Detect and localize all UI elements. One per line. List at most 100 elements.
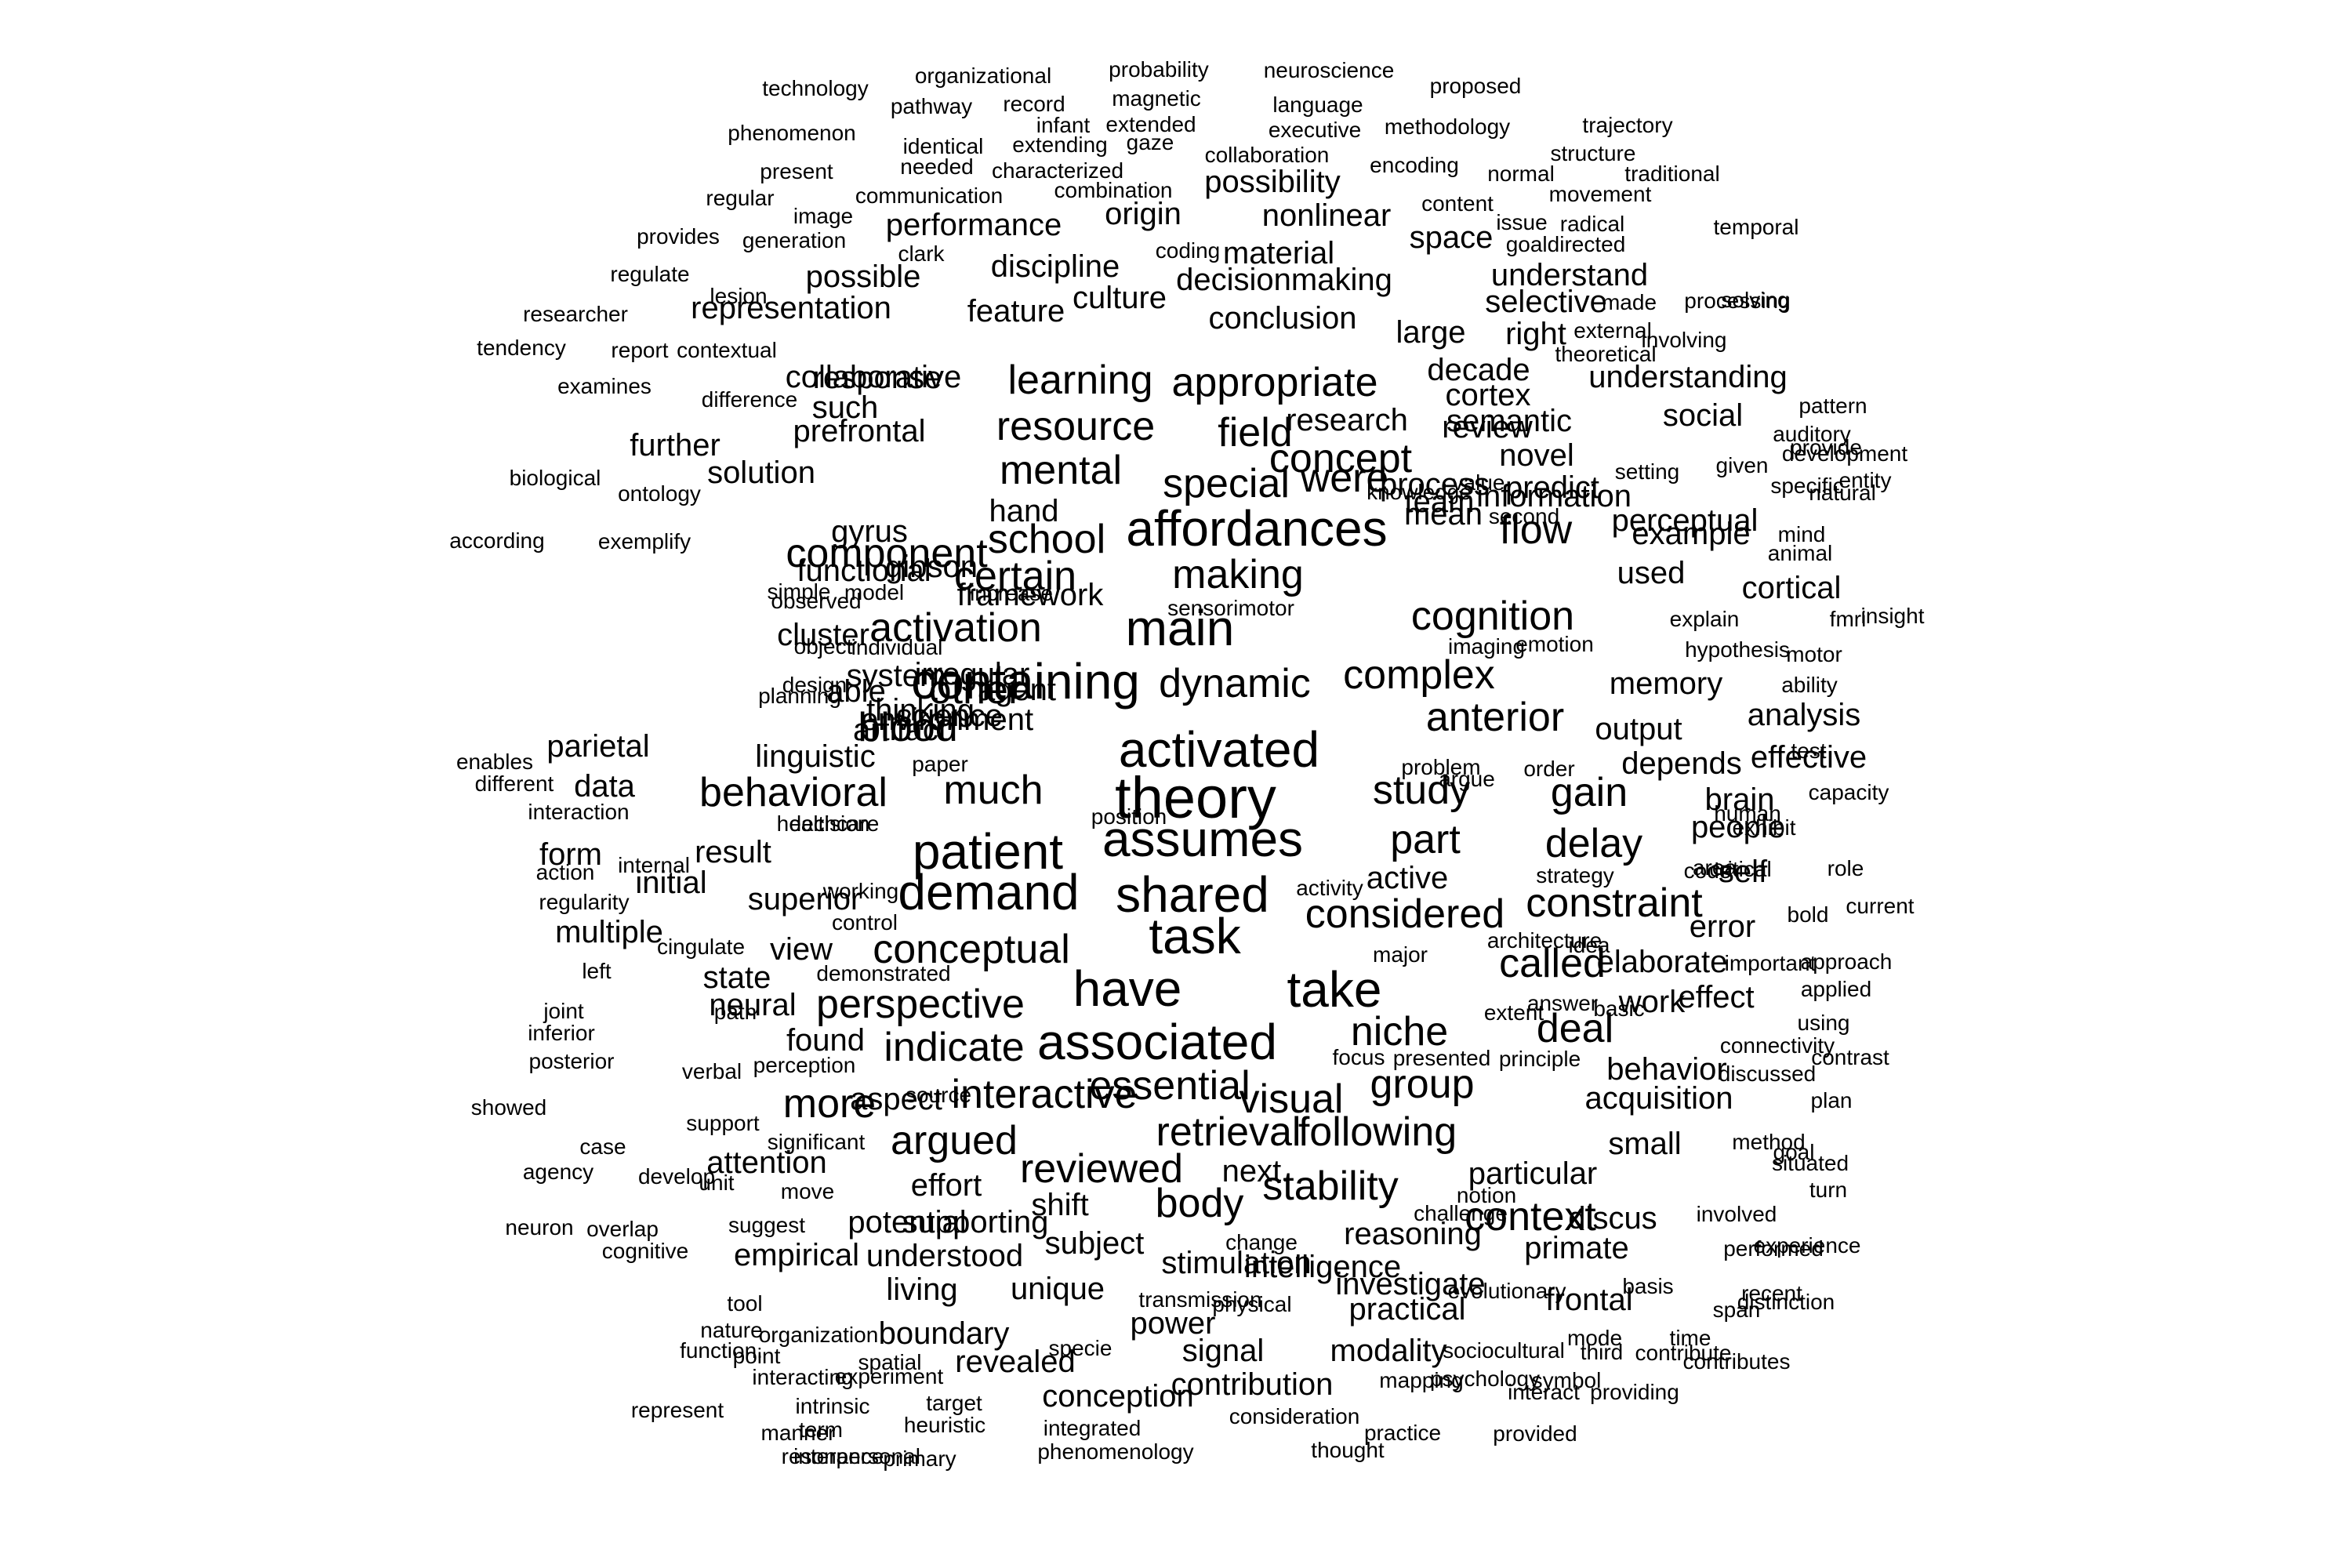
cloud-word-demonstrated: demonstrated: [816, 961, 951, 985]
cloud-word-tool: tool: [727, 1291, 763, 1316]
cloud-word-component: component: [786, 531, 988, 576]
cloud-word-idea: idea: [1568, 933, 1610, 957]
cloud-word-strategy: strategy: [1536, 863, 1614, 887]
cloud-word-assumes: assumes: [1102, 811, 1304, 867]
cloud-word-cingulate: cingulate: [656, 935, 746, 959]
cloud-word-entity: entity: [1838, 468, 1892, 492]
cloud-word-movement: movement: [1548, 182, 1652, 206]
cloud-word-depends: depends: [1621, 746, 1742, 781]
cloud-word-extending: extending: [1012, 132, 1108, 157]
cloud-word-investigate: investigate: [1335, 1267, 1486, 1301]
cloud-word-team: team: [1404, 485, 1475, 519]
cloud-word-stability: stability: [1262, 1163, 1399, 1209]
cloud-word-provide: provide: [1790, 435, 1862, 459]
cloud-word-significant: significant: [767, 1130, 866, 1154]
cloud-word-irregular: irregular: [914, 657, 1030, 691]
cloud-word-power: power: [1130, 1306, 1216, 1341]
cloud-word-gyrus: gyrus: [831, 514, 908, 549]
cloud-word-predict: predict: [1504, 470, 1600, 505]
cloud-word-right: right: [1505, 317, 1566, 351]
cloud-word-anterior: anterior: [1425, 695, 1565, 740]
cloud-word-lesion: lesion: [710, 284, 768, 308]
cloud-word-suggest: suggest: [728, 1213, 806, 1237]
cloud-word-initial: initial: [635, 866, 707, 900]
cloud-word-small: small: [1608, 1127, 1682, 1161]
cloud-word-natural: natural: [1809, 481, 1876, 505]
cloud-word-processing: processing: [1684, 289, 1791, 313]
cloud-word-gibson: gibson: [885, 550, 978, 584]
cloud-word-memory: memory: [1609, 666, 1723, 701]
cloud-word-deal: deal: [1536, 1006, 1614, 1051]
cloud-word-capacity: capacity: [1808, 780, 1889, 804]
cloud-word-order: order: [1523, 757, 1575, 781]
cloud-word-feature: feature: [967, 294, 1065, 328]
cloud-word-enables: enables: [456, 750, 534, 774]
cloud-word-example: example: [1632, 517, 1751, 551]
cloud-word-following: following: [1298, 1109, 1457, 1155]
cloud-word-imaging: imaging: [1447, 634, 1526, 659]
cloud-word-recent: recent: [1741, 1281, 1802, 1305]
cloud-word-ontology: ontology: [618, 481, 701, 506]
cloud-word-environment: environment: [860, 702, 1034, 737]
cloud-word-symbol: symbol: [1531, 1368, 1602, 1392]
cloud-word-showed: showed: [470, 1095, 547, 1120]
cloud-word-report: report: [611, 338, 669, 362]
cloud-word-made: made: [1601, 290, 1657, 314]
cloud-word-sensorimotor: sensorimotor: [1167, 596, 1294, 620]
cloud-word-interacting: interacting: [752, 1365, 854, 1389]
cloud-word-inferior: inferior: [528, 1021, 595, 1045]
cloud-word-response: response: [812, 361, 942, 395]
cloud-word-nonlinear: nonlinear: [1261, 198, 1392, 233]
cloud-word-agent: agent: [977, 673, 1057, 707]
cloud-word-were: were: [1300, 456, 1389, 501]
cloud-word-discus: discus: [1568, 1201, 1657, 1236]
cloud-word-biological: biological: [509, 466, 601, 490]
cloud-word-traditional: traditional: [1624, 162, 1720, 186]
cloud-word-problem: problem: [1401, 755, 1481, 779]
cloud-word-mental: mental: [999, 448, 1123, 493]
cloud-word-collaboration: collaboration: [1204, 143, 1330, 167]
cloud-word-affordances: affordances: [1126, 500, 1388, 557]
cloud-word-cluster: cluster: [777, 618, 869, 652]
cloud-word-regular: regular: [706, 186, 775, 210]
cloud-word-conceptual: conceptual: [873, 927, 1070, 972]
cloud-word-explain: explain: [1669, 607, 1740, 631]
cloud-word-plan: plan: [1810, 1088, 1853, 1112]
cloud-word-discussed: discussed: [1718, 1062, 1817, 1086]
cloud-word-ability: ability: [1781, 673, 1838, 697]
cloud-word-people: people: [1690, 810, 1786, 844]
cloud-word-delay: delay: [1544, 821, 1643, 866]
cloud-word-primary: primary: [883, 1446, 956, 1471]
cloud-word-path: path: [713, 1000, 757, 1024]
cloud-word-image: image: [793, 204, 854, 228]
cloud-word-function: function.: [680, 1338, 763, 1363]
cloud-word-nature: nature: [700, 1318, 763, 1342]
cloud-word-applied: applied: [1800, 977, 1872, 1001]
cloud-word-case: case: [579, 1134, 626, 1159]
cloud-word-process: process: [1379, 467, 1490, 502]
cloud-word-situated: situated: [1771, 1151, 1849, 1175]
cloud-word-challenge: challenge: [1414, 1201, 1508, 1225]
cloud-word-overlap: overlap: [586, 1217, 659, 1241]
cloud-word-manner: manner: [760, 1421, 836, 1445]
cloud-word-structure: structure: [1550, 141, 1636, 165]
cloud-word-theory: theory: [1115, 765, 1276, 830]
cloud-word-output: output: [1595, 712, 1682, 746]
cloud-word-linguistic: linguistic: [755, 739, 876, 774]
cloud-word-distinction: distinction: [1737, 1290, 1835, 1314]
cloud-word-solving: solving: [1721, 288, 1790, 312]
cloud-word-performance: performance: [885, 208, 1062, 242]
cloud-word-presented: presented: [1392, 1046, 1491, 1070]
cloud-word-unit: unit: [699, 1171, 735, 1195]
cloud-word-living: living: [886, 1272, 958, 1307]
cloud-word-found: found: [786, 1023, 866, 1058]
cloud-word-area: area: [1692, 855, 1737, 880]
cloud-word-researcher: researcher: [523, 302, 628, 326]
cloud-word-answer: answer: [1526, 991, 1599, 1015]
cloud-word-regulate: regulate: [610, 262, 690, 286]
cloud-word-group: group: [1370, 1062, 1475, 1107]
cloud-word-brain: brain: [1704, 782, 1775, 817]
cloud-word-different: different: [474, 771, 554, 796]
cloud-word-support: support: [686, 1111, 760, 1135]
cloud-word-other: other: [928, 667, 1022, 713]
